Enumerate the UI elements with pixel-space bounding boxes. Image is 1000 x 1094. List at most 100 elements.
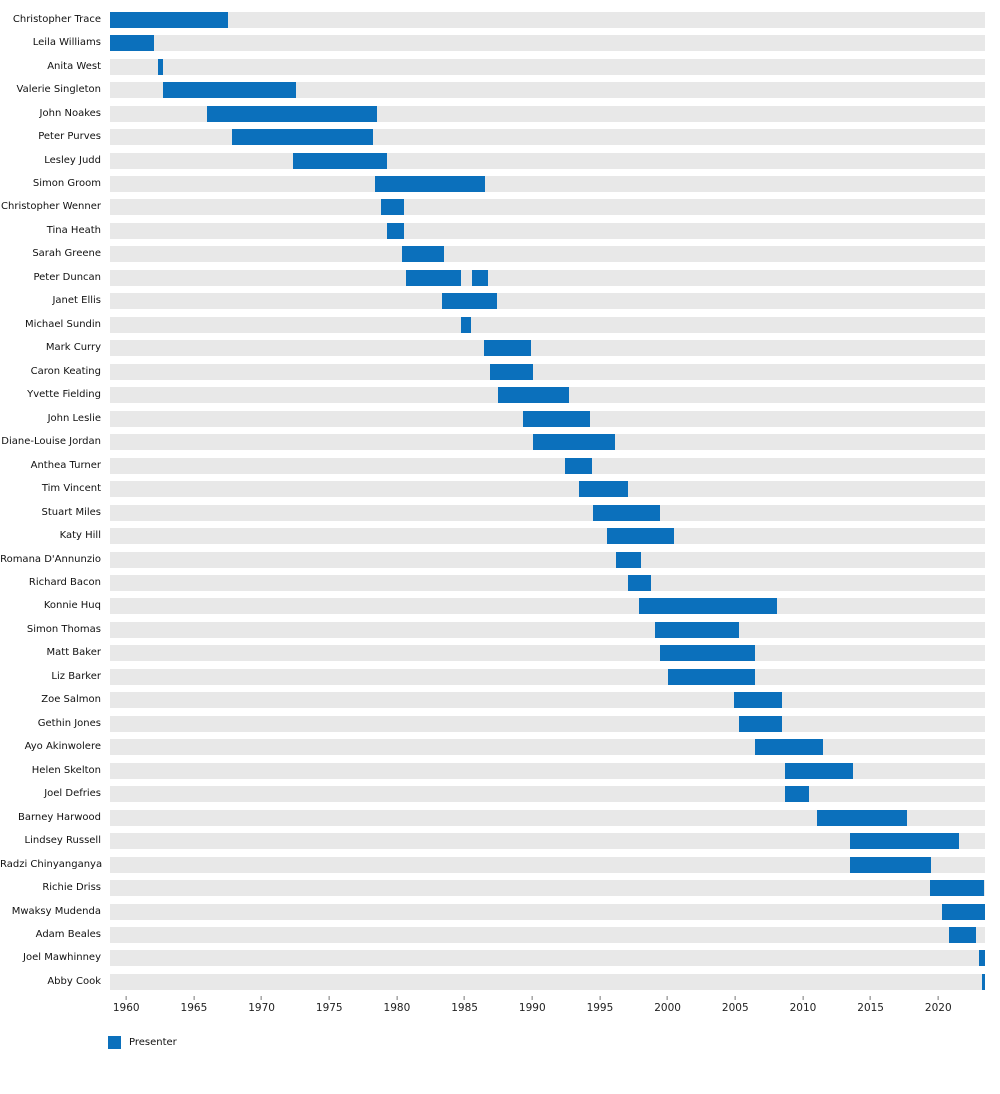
gantt-bar (660, 645, 755, 662)
gantt-bar (578, 481, 628, 498)
row-label: Liz Barker (51, 670, 101, 682)
row-track (110, 528, 985, 545)
gantt-row: Konnie Huq (0, 595, 1000, 618)
gantt-bar (654, 621, 740, 638)
row-track (110, 363, 985, 380)
x-tick-mark (464, 996, 466, 1000)
gantt-bar (472, 269, 488, 286)
row-label: Matt Baker (46, 647, 101, 659)
gantt-bar (668, 668, 755, 685)
gantt-bar (522, 410, 590, 427)
row-label: Caron Keating (30, 365, 101, 377)
x-tick: 2020 (925, 996, 952, 1014)
row-track (110, 973, 985, 990)
gantt-row: Joel Defries (0, 782, 1000, 805)
row-track (110, 340, 985, 357)
gantt-bar (158, 58, 164, 75)
gantt-bar (406, 269, 461, 286)
x-tick-mark (870, 996, 872, 1000)
row-label: Richie Driss (42, 882, 101, 894)
gantt-row: Barney Harwood (0, 806, 1000, 829)
gantt-bar (110, 11, 229, 28)
row-track (110, 11, 985, 28)
row-track (110, 833, 985, 850)
gantt-bar (615, 551, 642, 568)
row-label: Michael Sundin (25, 318, 101, 330)
gantt-row: Katy Hill (0, 524, 1000, 547)
row-track (110, 739, 985, 756)
gantt-row: John Noakes (0, 102, 1000, 125)
gantt-bar (489, 363, 533, 380)
gantt-row: Diane-Louise Jordan (0, 430, 1000, 453)
row-track (110, 645, 985, 662)
row-track (110, 692, 985, 709)
row-track (110, 551, 985, 568)
row-track (110, 574, 985, 591)
x-tick: 2000 (654, 996, 681, 1014)
gantt-row: Michael Sundin (0, 313, 1000, 336)
row-label: Simon Thomas (26, 623, 101, 635)
gantt-row: Caron Keating (0, 360, 1000, 383)
row-track (110, 880, 985, 897)
gantt-bar (929, 880, 984, 897)
gantt-row: Adam Beales (0, 923, 1000, 946)
gantt-bar (941, 903, 985, 920)
gantt-bar (592, 504, 661, 521)
row-label: Stuart Miles (41, 506, 102, 518)
x-tick-label: 1970 (248, 1002, 275, 1014)
gantt-bar (380, 199, 405, 216)
gantt-bar (110, 35, 154, 52)
gantt-row: Joel Mawhinney (0, 947, 1000, 970)
x-tick: 2005 (722, 996, 749, 1014)
gantt-bar (441, 293, 498, 310)
row-track (110, 457, 985, 474)
gantt-bar (401, 246, 445, 263)
gantt-bar (850, 833, 959, 850)
row-track (110, 809, 985, 826)
x-tick-mark (802, 996, 804, 1000)
row-track (110, 246, 985, 263)
gantt-bar (949, 927, 977, 944)
gantt-bar (850, 856, 931, 873)
row-track (110, 199, 985, 216)
row-label: Leila Williams (32, 37, 101, 49)
gantt-row: Mark Curry (0, 337, 1000, 360)
x-tick-label: 1995 (586, 1002, 614, 1014)
row-track (110, 35, 985, 52)
row-label: Lesley Judd (44, 154, 101, 166)
x-tick-mark (193, 996, 195, 1000)
gantt-bar (785, 762, 854, 779)
x-tick-mark (937, 996, 939, 1000)
row-track (110, 715, 985, 732)
x-axis: 1960 1965 1970 1975 1980 1985 1990 1995 2000 2005… (110, 996, 985, 1020)
row-label: Joel Defries (44, 788, 101, 800)
x-tick-mark (261, 996, 263, 1000)
gantt-bar (981, 973, 985, 990)
gantt-row: Anita West (0, 55, 1000, 78)
row-label: Anita West (47, 60, 101, 72)
row-label: Sarah Greene (32, 248, 101, 260)
gantt-row: Matt Baker (0, 642, 1000, 665)
gantt-row: Anthea Turner (0, 454, 1000, 477)
gantt-bar (639, 598, 777, 615)
gantt-row: Christopher Wenner (0, 196, 1000, 219)
gantt-bar (754, 739, 823, 756)
row-track (110, 82, 985, 99)
gantt-bar (232, 129, 374, 146)
gantt-row: John Leslie (0, 407, 1000, 430)
gantt-row: Simon Thomas (0, 618, 1000, 641)
gantt-bar (733, 692, 782, 709)
row-track (110, 856, 985, 873)
row-track (110, 222, 985, 239)
x-tick-label: 1990 (518, 1002, 546, 1014)
row-track (110, 316, 985, 333)
x-tick-label: 2015 (857, 1002, 884, 1014)
gantt-row: Lesley Judd (0, 149, 1000, 172)
gantt-row: Peter Purves (0, 125, 1000, 148)
row-label: Romana D'Annunzio (0, 553, 101, 565)
row-label: Zoe Salmon (41, 694, 101, 706)
row-label: Christopher Trace (12, 13, 101, 25)
row-label: Joel Mawhinney (23, 952, 101, 964)
gantt-row: Gethin Jones (0, 712, 1000, 735)
gantt-bar (532, 434, 616, 451)
